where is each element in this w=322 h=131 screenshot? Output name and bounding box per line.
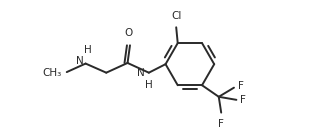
Text: Cl: Cl bbox=[171, 11, 181, 21]
Text: N: N bbox=[76, 56, 84, 66]
Text: H: H bbox=[84, 45, 91, 55]
Text: H: H bbox=[145, 80, 152, 90]
Text: F: F bbox=[240, 95, 246, 105]
Text: N: N bbox=[137, 68, 145, 78]
Text: CH₃: CH₃ bbox=[42, 68, 61, 78]
Text: F: F bbox=[238, 81, 244, 91]
Text: O: O bbox=[124, 28, 133, 38]
Text: F: F bbox=[218, 119, 224, 129]
